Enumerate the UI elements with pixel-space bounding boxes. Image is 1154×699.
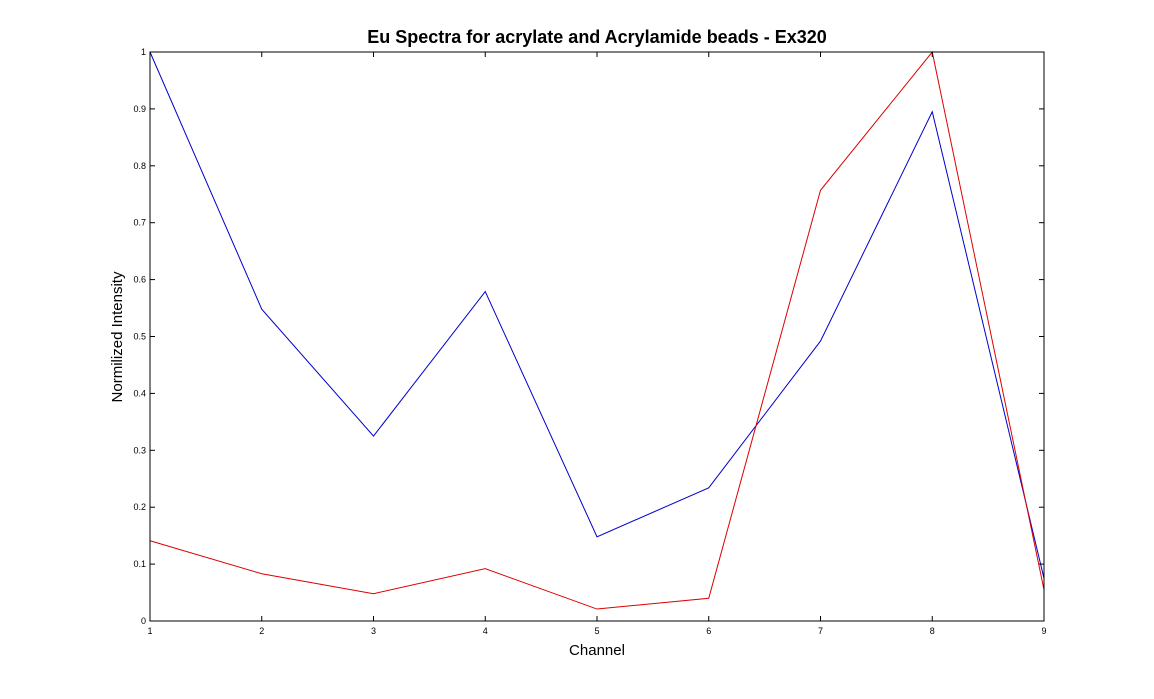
x-tick-label: 1 (147, 626, 152, 636)
x-tick-label: 8 (930, 626, 935, 636)
plot-area (150, 52, 1044, 621)
y-tick-label: 0.2 (133, 502, 146, 512)
y-tick-label: 0.9 (133, 104, 146, 114)
y-tick-label: 0.6 (133, 275, 146, 285)
y-axis-title: Normilized Intensity (109, 271, 126, 402)
x-tick-label: 2 (259, 626, 264, 636)
series-layer (149, 50, 1045, 610)
y-tick-label: 1 (141, 47, 146, 57)
y-tick-label: 0.1 (133, 559, 146, 569)
x-axis: 1 2 3 4 5 6 7 8 9 (147, 52, 1047, 636)
chart-title: Eu Spectra for acrylate and Acrylamide b… (367, 27, 827, 47)
y-tick-label: 0.8 (133, 161, 146, 171)
y-tick-label: 0 (141, 616, 146, 626)
x-tick-label: 5 (594, 626, 599, 636)
x-tick-label: 9 (1041, 626, 1046, 636)
x-tick-label: 6 (706, 626, 711, 636)
x-tick-label: 3 (371, 626, 376, 636)
y-tick-label: 0.7 (133, 218, 146, 228)
series-line-1 (149, 51, 1045, 579)
y-tick-label: 0.4 (133, 388, 146, 398)
x-tick-label: 4 (483, 626, 488, 636)
x-tick-label: 7 (818, 626, 823, 636)
series-line-2 (149, 50, 1045, 610)
y-tick-label: 0.3 (133, 445, 146, 455)
y-axis: 0 0.1 0.2 0.3 0.4 0.5 0.6 0.7 0.8 0.9 1 (133, 47, 1044, 626)
x-axis-title: Channel (569, 642, 625, 659)
y-tick-label: 0.5 (133, 332, 146, 342)
